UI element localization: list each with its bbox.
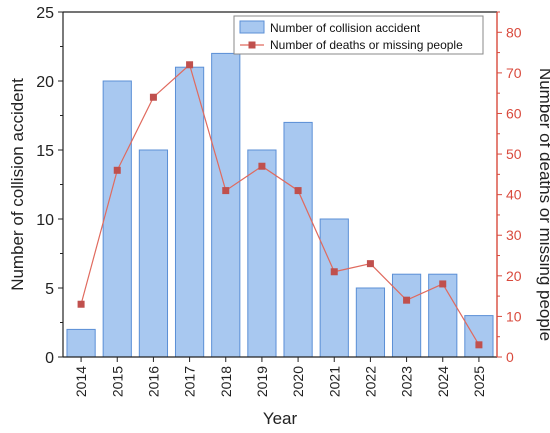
bar-series	[66, 52, 494, 358]
marker-2016	[149, 93, 157, 101]
x-tick-label: 2016	[145, 366, 161, 397]
x-tick-label: 2017	[182, 366, 198, 397]
bar-2019	[247, 149, 277, 358]
marker-2021	[330, 268, 338, 276]
left-axis-title: Number of collision accident	[8, 78, 27, 291]
x-tick-label: 2019	[254, 366, 270, 397]
left-tick-label: 25	[36, 5, 54, 22]
marker-2014	[77, 300, 85, 308]
legend-swatch-marker	[248, 41, 256, 49]
marker-2023	[403, 296, 411, 304]
bar-2014	[66, 328, 96, 358]
bar-2021	[319, 218, 349, 358]
right-tick-label: 10	[506, 308, 522, 324]
marker-2018	[222, 187, 230, 195]
legend-label-line: Number of deaths or missing people	[270, 38, 463, 52]
right-tick-label: 30	[506, 227, 522, 243]
right-tick-label: 0	[506, 349, 514, 365]
x-tick-label: 2022	[362, 366, 378, 397]
right-tick-label: 70	[506, 65, 522, 81]
bar-2017	[174, 66, 205, 358]
left-tick-label: 5	[45, 281, 54, 298]
legend-label-bar: Number of collision accident	[270, 21, 421, 35]
legend-box	[233, 15, 484, 55]
deaths-line	[80, 63, 480, 346]
bar-2025	[464, 315, 494, 358]
x-tick-label: 2021	[326, 366, 342, 397]
bar-2015	[102, 80, 132, 358]
bar-2018	[211, 52, 241, 358]
left-tick-label: 10	[36, 212, 54, 229]
x-tick-label: 2014	[73, 366, 89, 397]
line-series	[77, 61, 483, 349]
marker-2024	[439, 280, 447, 288]
bar-2016	[138, 149, 169, 358]
marker-2017	[186, 61, 194, 69]
right-tick-label: 40	[506, 187, 522, 203]
bar-2022	[355, 287, 386, 358]
legend-swatch-bar	[239, 20, 265, 34]
x-tick-label: 2018	[218, 366, 234, 397]
right-tick-label: 20	[506, 268, 522, 284]
marker-2019	[258, 162, 266, 170]
right-tick-label: 80	[506, 24, 522, 40]
x-tick-label: 2025	[471, 366, 487, 397]
marker-2020	[294, 187, 302, 195]
bar-2023	[391, 273, 422, 358]
x-tick-label: 2024	[435, 366, 451, 397]
x-axis-title: Year	[263, 409, 298, 428]
marker-2015	[113, 166, 121, 174]
bar-2020	[283, 121, 313, 358]
x-tick-label: 2020	[290, 366, 306, 397]
left-tick-label: 15	[36, 143, 54, 160]
left-tick-label: 20	[36, 74, 54, 91]
right-tick-label: 50	[506, 146, 522, 162]
left-tick-label: 0	[45, 350, 54, 367]
right-tick-label: 60	[506, 105, 522, 121]
x-tick-label: 2015	[109, 366, 125, 397]
legend: Number of collision accident Number of de…	[233, 15, 484, 55]
marker-2022	[366, 260, 374, 268]
x-tick-label: 2023	[399, 366, 415, 397]
marker-2025	[475, 341, 483, 349]
right-axis-title: Number of deaths or missing people	[536, 68, 550, 341]
